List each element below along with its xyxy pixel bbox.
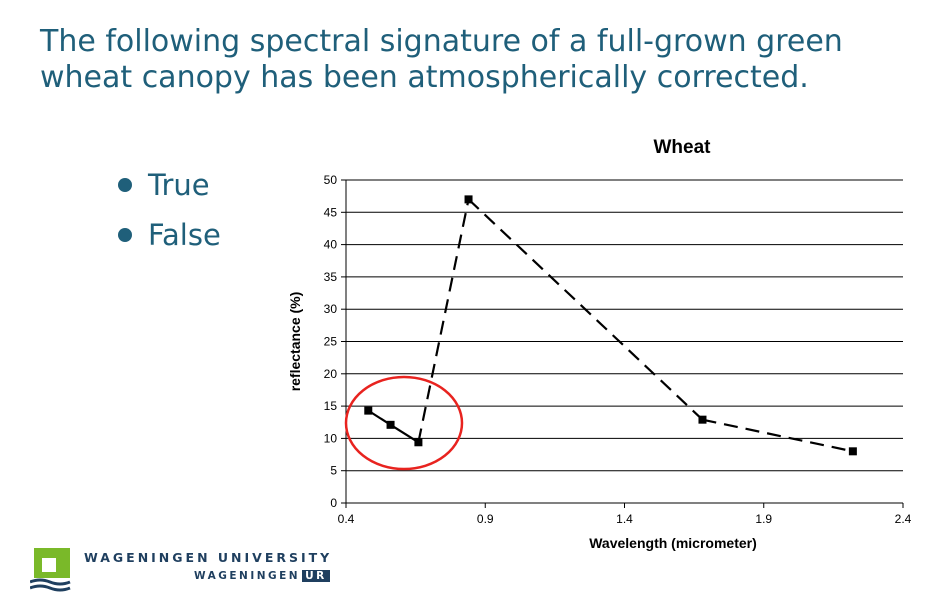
y-tick-label: 50 (324, 173, 338, 187)
data-point (464, 195, 473, 204)
chart-title: Wheat (654, 137, 712, 158)
bullet-icon (118, 228, 132, 242)
y-tick-label: 45 (324, 205, 338, 219)
series-segment-dashed (417, 199, 470, 443)
y-tick-label: 20 (324, 367, 338, 381)
logo-wageningen: WAGENINGEN (194, 570, 301, 582)
answer-options: True False (118, 160, 221, 260)
series-segment-dashed (467, 198, 704, 421)
series-segment-dashed (702, 418, 854, 453)
slide-title: The following spectral signature of a fu… (40, 24, 843, 95)
y-tick-label: 15 (324, 399, 338, 413)
y-tick-label: 30 (324, 302, 338, 316)
y-axis-ticks: 0 5 10 15 20 25 30 35 40 45 50 (324, 173, 346, 510)
logo-line-1: WAGENINGEN UNIVERSITY (84, 550, 333, 565)
option-true-label: True (148, 168, 210, 202)
wageningen-logo: WAGENINGEN UNIVERSITY WAGENINGEN UR (30, 548, 350, 592)
highlight-circle (344, 375, 464, 471)
y-tick-label: 35 (324, 270, 338, 284)
series-segment-solid (389, 423, 419, 444)
option-true[interactable]: True (118, 160, 221, 210)
logo-line-2: WAGENINGEN UR (194, 570, 330, 582)
data-point (364, 406, 373, 415)
y-tick-label: 0 (330, 496, 337, 510)
chart-series (364, 195, 857, 456)
x-axis-ticks: 0.4 0.9 1.4 1.9 2.4 (338, 503, 912, 526)
y-axis-label: reflectance (%) (287, 292, 303, 392)
x-tick-label: 0.4 (338, 512, 355, 526)
y-tick-label: 25 (324, 335, 338, 349)
data-point (386, 420, 395, 429)
option-false-label: False (148, 218, 221, 252)
x-axis-label: Wavelength (micrometer) (589, 535, 757, 551)
y-tick-label: 5 (330, 464, 337, 478)
x-tick-label: 0.9 (477, 512, 494, 526)
option-false[interactable]: False (118, 210, 221, 260)
y-tick-label: 40 (324, 238, 338, 252)
x-tick-label: 1.9 (755, 512, 772, 526)
data-point (698, 415, 707, 424)
data-point (848, 447, 857, 456)
wageningen-logo-icon (30, 548, 71, 592)
x-tick-label: 2.4 (895, 512, 912, 526)
data-point (414, 438, 423, 447)
logo-ur-badge: UR (302, 570, 330, 582)
chart-grid (345, 179, 903, 504)
bullet-icon (118, 178, 132, 192)
x-tick-label: 1.4 (616, 512, 633, 526)
wheat-chart: Wheat 0 5 10 15 20 25 30 35 40 45 50 0.4 0.9 1.4 1.9 2… (287, 137, 912, 551)
y-tick-label: 10 (324, 431, 338, 445)
